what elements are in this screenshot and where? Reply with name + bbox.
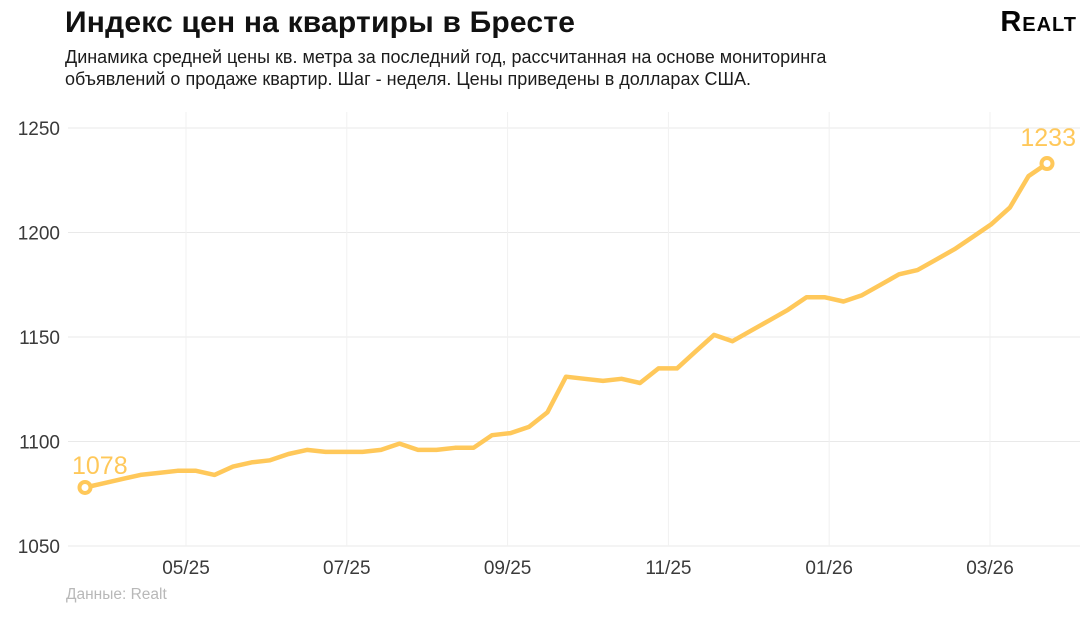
chart-subtitle: Динамика средней цены кв. метра за после… (65, 46, 826, 90)
page-title: Индекс цен на квартиры в Бресте (65, 6, 576, 39)
y-axis-tick-label: 1100 (19, 433, 60, 454)
end-value-label: 1233 (1020, 124, 1076, 152)
y-axis-tick-label: 1150 (19, 328, 60, 349)
start-value-label: 1078 (72, 452, 128, 480)
y-axis-tick-label: 1050 (18, 537, 60, 558)
price-line-series (82, 161, 1050, 490)
x-axis-tick-label: 03/26 (966, 558, 1014, 579)
x-axis-tick-label: 11/25 (645, 558, 691, 579)
chart-subtitle-line2: объявлений о продаже квартир. Шаг - неде… (65, 69, 751, 89)
end-point-marker (1039, 156, 1055, 172)
start-point-marker (77, 479, 93, 495)
x-axis-tick-label: 01/26 (805, 558, 853, 579)
data-source-note: Данные: Realt (66, 586, 167, 603)
y-axis-tick-label: 1200 (18, 224, 60, 245)
x-axis-tick-label: 09/25 (484, 558, 532, 579)
y-axis-tick-label: 1250 (18, 119, 60, 140)
realt-logo: Realt (1000, 6, 1077, 38)
x-axis-tick-label: 05/25 (162, 558, 210, 579)
chart-subtitle-line1: Динамика средней цены кв. метра за после… (65, 47, 827, 67)
x-axis-tick-label: 07/25 (323, 558, 371, 579)
